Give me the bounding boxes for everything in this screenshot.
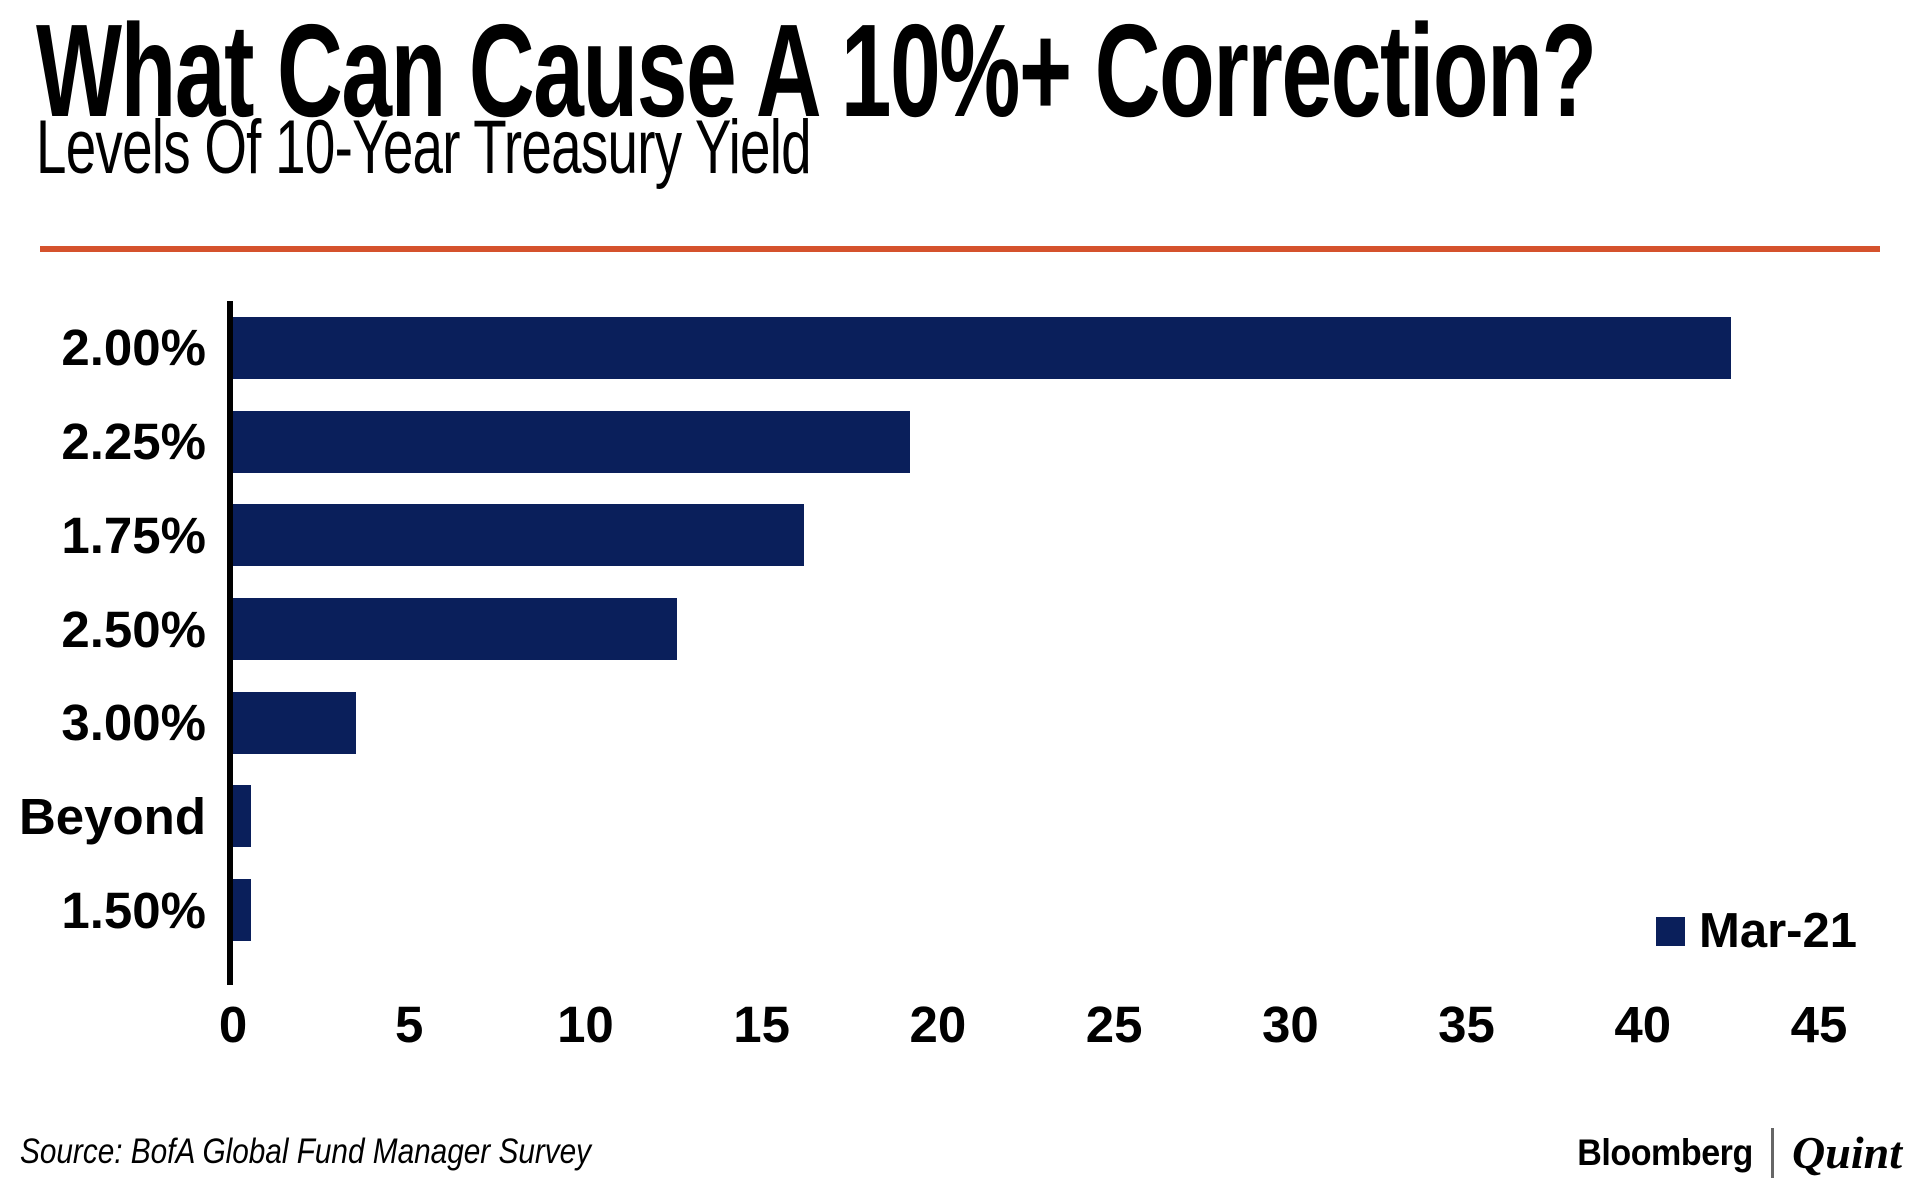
bar-2-25	[233, 410, 910, 473]
x-axis-tick-label: 20	[909, 996, 967, 1053]
x-axis-tick-label: 15	[733, 996, 791, 1053]
bar-row	[233, 395, 1819, 489]
y-axis-label: 2.00%	[61, 319, 206, 377]
legend: Mar-21	[1656, 903, 1857, 959]
quint-logo: Quint	[1792, 1127, 1902, 1178]
x-axis-tick-label: 40	[1614, 996, 1672, 1053]
bar-1-50	[233, 879, 251, 942]
y-axis-line	[227, 301, 233, 985]
page-title: What Can Cause A 10%+ Correction?	[36, 0, 1597, 144]
y-axis-label: Beyond	[18, 787, 206, 845]
x-axis-tick-label: 35	[1438, 996, 1495, 1053]
accent-divider	[40, 246, 1880, 252]
bar-row	[233, 863, 1819, 957]
brand-logos: Bloomberg Quint	[1562, 1126, 1902, 1179]
y-axis-label: 3.00%	[61, 694, 206, 752]
legend-square-icon	[1656, 916, 1685, 946]
x-axis-tick-label: 10	[557, 996, 614, 1053]
x-axis-tick-label: 5	[395, 996, 424, 1053]
bar-beyond	[233, 785, 251, 848]
y-axis-label: 2.25%	[61, 413, 206, 471]
x-axis-tick-label: 30	[1261, 996, 1319, 1053]
y-axis-label: 1.75%	[61, 506, 206, 564]
x-axis-tick-label: 25	[1085, 996, 1143, 1053]
bar-row	[233, 488, 1819, 582]
x-axis: 0 5 10 15 20 25 30 35 40 45	[219, 995, 1848, 1065]
bar-1-75	[233, 504, 804, 567]
bloomberg-logo: Bloomberg	[1577, 1131, 1754, 1173]
bar-row	[233, 770, 1819, 864]
y-axis-label: 1.50%	[61, 881, 206, 939]
bar-3-00	[233, 691, 357, 754]
source-note: Source: BofA Global Fund Manager Survey	[20, 1132, 592, 1171]
y-axis-labels: 2.00% 2.25% 1.75% 2.50% 3.00% Beyond 1.50%	[0, 301, 206, 957]
page-subtitle: Levels Of 10-Year Treasury Yield	[36, 105, 812, 190]
x-axis-tick-label: 0	[218, 996, 248, 1053]
bar-row	[233, 676, 1819, 770]
bar-2-00	[233, 316, 1731, 379]
plot-area	[233, 301, 1819, 957]
x-axis-tick-label: 45	[1790, 996, 1848, 1053]
bar-2-50	[233, 598, 678, 661]
bar-row	[233, 301, 1819, 395]
legend-label: Mar-21	[1699, 904, 1857, 958]
brand-divider	[1771, 1127, 1775, 1178]
bar-row	[233, 582, 1819, 676]
y-axis-label: 2.50%	[61, 600, 206, 658]
